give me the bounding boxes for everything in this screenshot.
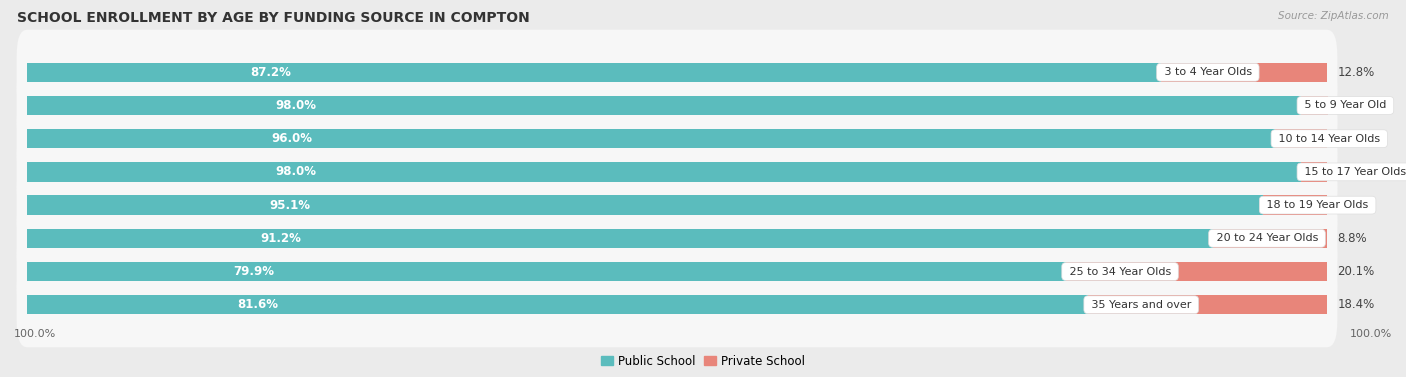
Text: 4.9%: 4.9% [1337,199,1367,211]
Text: 25 to 34 Year Olds: 25 to 34 Year Olds [1066,267,1174,277]
Text: Source: ZipAtlas.com: Source: ZipAtlas.com [1278,11,1389,21]
Bar [27,229,1212,248]
Bar [27,295,1088,314]
Bar [27,129,1275,148]
Bar [1066,262,1327,281]
Bar [1301,162,1327,182]
Text: 8.8%: 8.8% [1337,232,1367,245]
FancyBboxPatch shape [17,96,1337,181]
Legend: Public School, Private School: Public School, Private School [596,350,810,372]
Bar [27,162,1301,182]
Text: 81.6%: 81.6% [238,298,278,311]
Text: 91.2%: 91.2% [260,232,301,245]
Text: 79.9%: 79.9% [233,265,274,278]
Text: 15 to 17 Year Olds: 15 to 17 Year Olds [1301,167,1406,177]
FancyBboxPatch shape [17,229,1337,314]
Text: 20 to 24 Year Olds: 20 to 24 Year Olds [1212,233,1322,243]
Text: 3 to 4 Year Olds: 3 to 4 Year Olds [1160,67,1256,77]
Text: 18.4%: 18.4% [1337,298,1375,311]
Bar [1212,229,1327,248]
Bar [1088,295,1327,314]
Bar [27,262,1066,281]
Bar [27,195,1263,215]
Text: 98.0%: 98.0% [276,166,316,178]
Text: 5 to 9 Year Old: 5 to 9 Year Old [1301,100,1389,110]
Text: 35 Years and over: 35 Years and over [1088,300,1195,310]
Text: 12.8%: 12.8% [1337,66,1375,79]
FancyBboxPatch shape [17,162,1337,248]
Text: 20.1%: 20.1% [1337,265,1375,278]
Text: 95.1%: 95.1% [269,199,311,211]
Text: 18 to 19 Year Olds: 18 to 19 Year Olds [1263,200,1372,210]
FancyBboxPatch shape [17,196,1337,281]
FancyBboxPatch shape [17,63,1337,148]
Bar [1275,129,1327,148]
Text: 100.0%: 100.0% [1350,329,1392,339]
Text: 100.0%: 100.0% [14,329,56,339]
Bar [1301,96,1329,115]
Text: 96.0%: 96.0% [271,132,312,145]
Text: 87.2%: 87.2% [250,66,291,79]
Text: 10 to 14 Year Olds: 10 to 14 Year Olds [1275,134,1384,144]
Text: 98.0%: 98.0% [276,99,316,112]
Bar [27,96,1301,115]
Text: 2.1%: 2.1% [1339,99,1368,112]
FancyBboxPatch shape [17,129,1337,215]
Bar [1263,195,1327,215]
FancyBboxPatch shape [17,30,1337,115]
Bar [1160,63,1327,82]
FancyBboxPatch shape [17,262,1337,347]
Bar [27,63,1160,82]
Text: SCHOOL ENROLLMENT BY AGE BY FUNDING SOURCE IN COMPTON: SCHOOL ENROLLMENT BY AGE BY FUNDING SOUR… [17,11,530,25]
Text: 4.0%: 4.0% [1337,132,1367,145]
Text: 2.0%: 2.0% [1337,166,1367,178]
